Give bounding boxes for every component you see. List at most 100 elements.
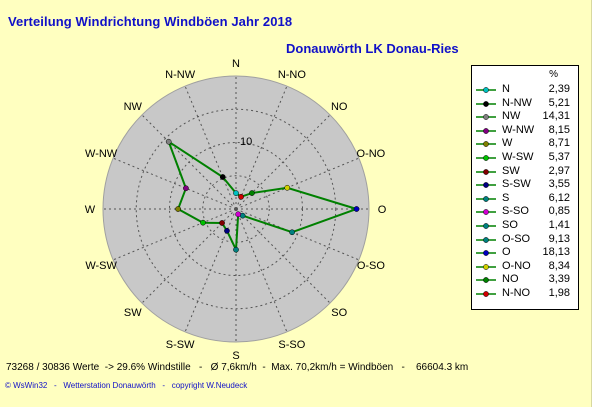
grid-spoke — [235, 114, 331, 210]
legend-item-label: O — [502, 246, 511, 259]
legend-item-so: SO 1,41 — [472, 219, 578, 232]
legend-swatch — [476, 236, 496, 243]
legend: % N 2,39 N-NW 5,21 NW 14,31 W-NW 8,15 W 8,71 W-SW 5… — [471, 65, 579, 310]
legend-item-label: N — [502, 83, 510, 95]
direction-labels: N N-NO NO O-NO O O-SO SO S-SO S S-SW SW W-SW W W-NW NW… — [85, 58, 387, 360]
direction-label-so: SO — [331, 307, 347, 319]
legend-swatch — [476, 209, 496, 216]
legend-swatch — [476, 182, 496, 189]
data-point-nw — [165, 138, 172, 145]
legend-item-s: S 6,12 — [472, 192, 578, 205]
legend-item-label: O-SO — [502, 232, 531, 245]
legend-item-label: NO — [502, 273, 519, 286]
grid-spoke — [235, 208, 360, 261]
data-point-w-sw — [200, 219, 206, 226]
footer-credit: © WsWin32 - Wetterstation Donauwörth - c… — [5, 381, 248, 390]
legend-item-value: 3,55 — [548, 178, 570, 191]
direction-label-n-no: N-NO — [278, 69, 307, 81]
legend-item-label: W-SW — [502, 151, 534, 163]
direction-label-n-nw: N-NW — [165, 69, 196, 81]
legend-item-value: 5,37 — [548, 151, 570, 163]
legend-swatch — [476, 155, 496, 161]
direction-label-s-so: S-SO — [278, 339, 305, 351]
legend-item-label: S-SO — [502, 205, 529, 218]
data-point-w — [175, 206, 181, 212]
legend-item-w: W 8,71 — [472, 137, 578, 150]
direction-label-o: O — [378, 204, 387, 216]
legend-item-n-no: N-NO 1,98 — [472, 287, 578, 300]
grid-spoke — [112, 208, 237, 261]
data-point-o-no — [284, 184, 291, 191]
legend-swatch — [476, 250, 496, 257]
legend-item-value: 6,12 — [548, 191, 570, 204]
rose-grid — [103, 76, 369, 342]
data-point-n — [233, 190, 239, 196]
legend-item-value: 9,13 — [548, 232, 570, 245]
grid-ring-1 — [202, 175, 270, 243]
legend-item-value: 8,15 — [548, 123, 570, 136]
grid-spoke — [235, 157, 360, 210]
footer-stats: 73268 / 30836 Werte -> 29.6% Windstille … — [6, 362, 469, 373]
legend-item-label: S-SW — [502, 178, 531, 191]
direction-label-w-nw: W-NW — [85, 148, 118, 160]
legend-item-o-no: O-NO 8,34 — [472, 260, 578, 273]
legend-item-label: NW — [502, 110, 521, 123]
legend-swatch — [476, 100, 496, 107]
legend-item-label: O-NO — [502, 259, 531, 272]
legend-item-value: 8,34 — [548, 259, 570, 272]
data-point-o — [353, 206, 360, 212]
legend-item-no: NO 3,39 — [472, 273, 578, 286]
legend-item-n-nw: N-NW 5,21 — [472, 97, 578, 110]
legend-item-value: 5,21 — [548, 96, 570, 109]
legend-item-label: W — [502, 137, 513, 150]
data-point-w-nw — [183, 185, 189, 192]
data-point-s-sw — [224, 227, 230, 234]
grid-spoke — [235, 208, 331, 304]
data-point-n-nw — [219, 174, 226, 180]
legend-swatch — [476, 291, 496, 297]
data-point-no — [249, 190, 255, 196]
legend-item-o-so: O-SO 9,13 — [472, 233, 578, 246]
legend-item-s-sw: S-SW 3,55 — [472, 178, 578, 191]
direction-label-s: S — [232, 350, 239, 360]
legend-header: % — [549, 69, 558, 80]
legend-swatch — [476, 195, 496, 202]
direction-label-no: NO — [331, 101, 348, 113]
legend-item-label: SO — [502, 219, 518, 231]
data-point-n-no — [238, 193, 244, 200]
legend-swatch — [476, 277, 496, 284]
grid-spoke — [112, 157, 237, 210]
legend-item-value: 3,39 — [548, 273, 570, 286]
legend-item-s-so: S-SO 0,85 — [472, 205, 578, 218]
legend-swatch — [476, 263, 496, 270]
legend-swatch — [476, 127, 496, 134]
legend-item-label: SW — [502, 164, 520, 177]
legend-swatch — [476, 141, 496, 148]
legend-item-value: 8,71 — [548, 137, 570, 150]
direction-label-w-sw: W-SW — [85, 260, 117, 272]
grid-spoke — [141, 114, 237, 210]
data-point-sw — [219, 220, 225, 226]
legend-item-value: 2,97 — [548, 164, 570, 177]
legend-item-value: 18,13 — [542, 246, 570, 259]
legend-item-label: S — [502, 191, 510, 204]
legend-item-w-nw: W-NW 8,15 — [472, 124, 578, 137]
data-point-s — [233, 246, 239, 253]
ring-label: 10 — [240, 136, 252, 148]
direction-label-o-no: O-NO — [357, 148, 386, 160]
legend-item-o: O 18,13 — [472, 246, 578, 259]
legend-swatch — [476, 168, 496, 175]
direction-label-s-sw: S-SW — [166, 339, 195, 351]
data-point-o-so — [289, 229, 295, 236]
legend-swatch — [476, 223, 496, 229]
legend-item-value: 1,41 — [548, 219, 570, 231]
legend-item-nw: NW 14,31 — [472, 110, 578, 123]
grid-ring-3 — [135, 108, 337, 310]
direction-label-n: N — [232, 58, 240, 70]
legend-item-w-sw: W-SW 5,37 — [472, 151, 578, 164]
legend-item-value: 1,98 — [548, 287, 570, 299]
wind-series — [165, 138, 360, 254]
legend-item-n: N 2,39 — [472, 83, 578, 96]
direction-label-sw: SW — [124, 307, 142, 319]
